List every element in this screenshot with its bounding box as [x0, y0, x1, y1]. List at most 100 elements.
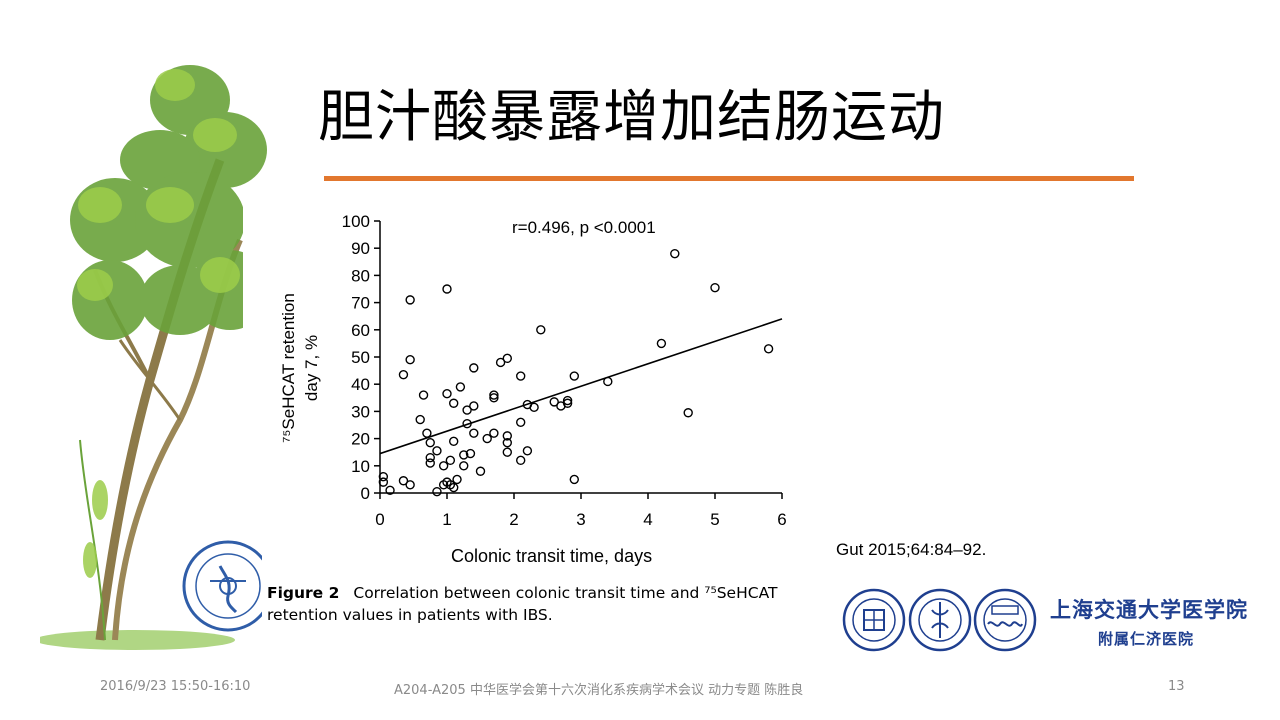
data-point [656, 338, 667, 349]
data-point [398, 476, 409, 486]
data-point [452, 474, 462, 485]
data-point [469, 363, 479, 373]
data-point [516, 455, 526, 466]
seal-logo-3 [973, 588, 1037, 652]
data-point [448, 436, 459, 447]
data-point [378, 471, 389, 482]
y-tick-label: 60 [351, 321, 370, 340]
y-axis-label-line1: ⁷⁵SeHCAT retention [279, 293, 298, 443]
data-point [405, 295, 415, 305]
x-axis-label: Colonic transit time, days [451, 546, 652, 566]
data-point [495, 357, 506, 368]
data-point [502, 447, 513, 457]
x-tick-label: 0 [375, 510, 384, 529]
data-point [569, 371, 579, 381]
slide-number: 13 [1168, 679, 1185, 694]
data-point [415, 414, 425, 425]
y-tick-label: 50 [351, 348, 370, 367]
footer-meeting: A204-A205 中华医学会第十六次消化系疾病学术会议 动力专题 陈胜良 [394, 683, 804, 698]
x-tick-label: 5 [710, 510, 719, 529]
data-point [385, 485, 395, 495]
data-point [459, 461, 469, 471]
data-point [603, 376, 613, 387]
data-point [569, 474, 579, 485]
data-point [683, 408, 693, 418]
data-point [502, 437, 513, 448]
data-point [405, 480, 415, 490]
scatter-chart: 0 10 20 30 40 50 60 70 80 90 100 0 1 2 3 4 5 6 r=0.496, … [279, 212, 787, 566]
x-tick-label: 1 [442, 510, 451, 529]
y-axis-label-line2: day 7, % [302, 335, 321, 401]
data-point [529, 402, 539, 413]
data-point [549, 397, 559, 407]
figure-caption: Figure 2 Correlation between colonic tran… [267, 582, 787, 626]
data-point [469, 401, 479, 411]
data-point [489, 393, 499, 403]
figure-caption-text: Correlation between colonic transit time… [267, 584, 778, 624]
y-tick-label: 30 [351, 402, 370, 421]
hospital-name: 附属仁济医院 [1098, 630, 1195, 648]
regression-line [379, 318, 783, 455]
seal-logo-1 [842, 588, 906, 652]
x-tick-label: 6 [777, 510, 786, 529]
data-point [462, 405, 472, 415]
data-point [405, 355, 415, 365]
x-tick-label: 4 [643, 510, 652, 529]
x-tick-label: 3 [576, 510, 585, 529]
data-point [455, 382, 466, 392]
data-point [489, 390, 499, 400]
data-point [670, 248, 680, 259]
figure-caption-label: Figure 2 [267, 584, 340, 602]
y-tick-label: 40 [351, 375, 370, 394]
sjtu-name: 上海交通大学医学院 [1050, 597, 1248, 622]
y-tick-label: 20 [351, 430, 370, 449]
y-tick-label: 90 [351, 239, 370, 258]
data-point [462, 418, 472, 429]
data-point [465, 448, 476, 459]
y-tick-label: 10 [351, 457, 370, 476]
data-point [442, 284, 452, 294]
data-point [502, 353, 513, 364]
seal-logo-2 [908, 588, 972, 652]
footer-date: 2016/9/23 15:50-16:10 [100, 679, 251, 694]
tree-illustration [40, 65, 270, 650]
data-point [489, 428, 499, 438]
data-point [448, 398, 459, 408]
data-point [459, 450, 469, 460]
data-point [432, 446, 442, 456]
correlation-annotation: r=0.496, p <0.0001 [512, 218, 656, 237]
data-point [425, 437, 435, 448]
y-tick-label: 0 [361, 484, 370, 503]
x-tick-label: 2 [509, 510, 518, 529]
y-tick-label: 100 [342, 212, 370, 231]
data-point [469, 428, 479, 438]
data-point [522, 446, 533, 456]
title-underline [324, 176, 1134, 181]
data-point [425, 458, 435, 468]
data-point [425, 452, 435, 463]
data-point [482, 433, 492, 444]
slide-title: 胆汁酸暴露增加结肠运动 [318, 85, 945, 150]
data-point [442, 389, 452, 399]
data-point [562, 395, 573, 406]
bgi-logo [182, 540, 262, 632]
data-point [378, 477, 389, 487]
data-point [475, 466, 486, 476]
data-point [562, 398, 573, 408]
data-point [418, 390, 429, 400]
y-tick-label: 70 [351, 294, 370, 313]
institution-logos [842, 588, 1037, 652]
data-point [422, 428, 432, 438]
citation: Gut 2015;64:84–92. [836, 540, 987, 559]
y-tick-label: 80 [351, 266, 370, 285]
data-point [516, 417, 526, 427]
data-point [438, 461, 449, 471]
data-point [763, 344, 774, 354]
data-point [448, 482, 459, 493]
data-point [536, 325, 546, 335]
data-point [398, 369, 409, 380]
data-point [432, 486, 442, 497]
data-point [710, 282, 720, 293]
data-point [502, 431, 513, 441]
data-point [445, 455, 456, 466]
